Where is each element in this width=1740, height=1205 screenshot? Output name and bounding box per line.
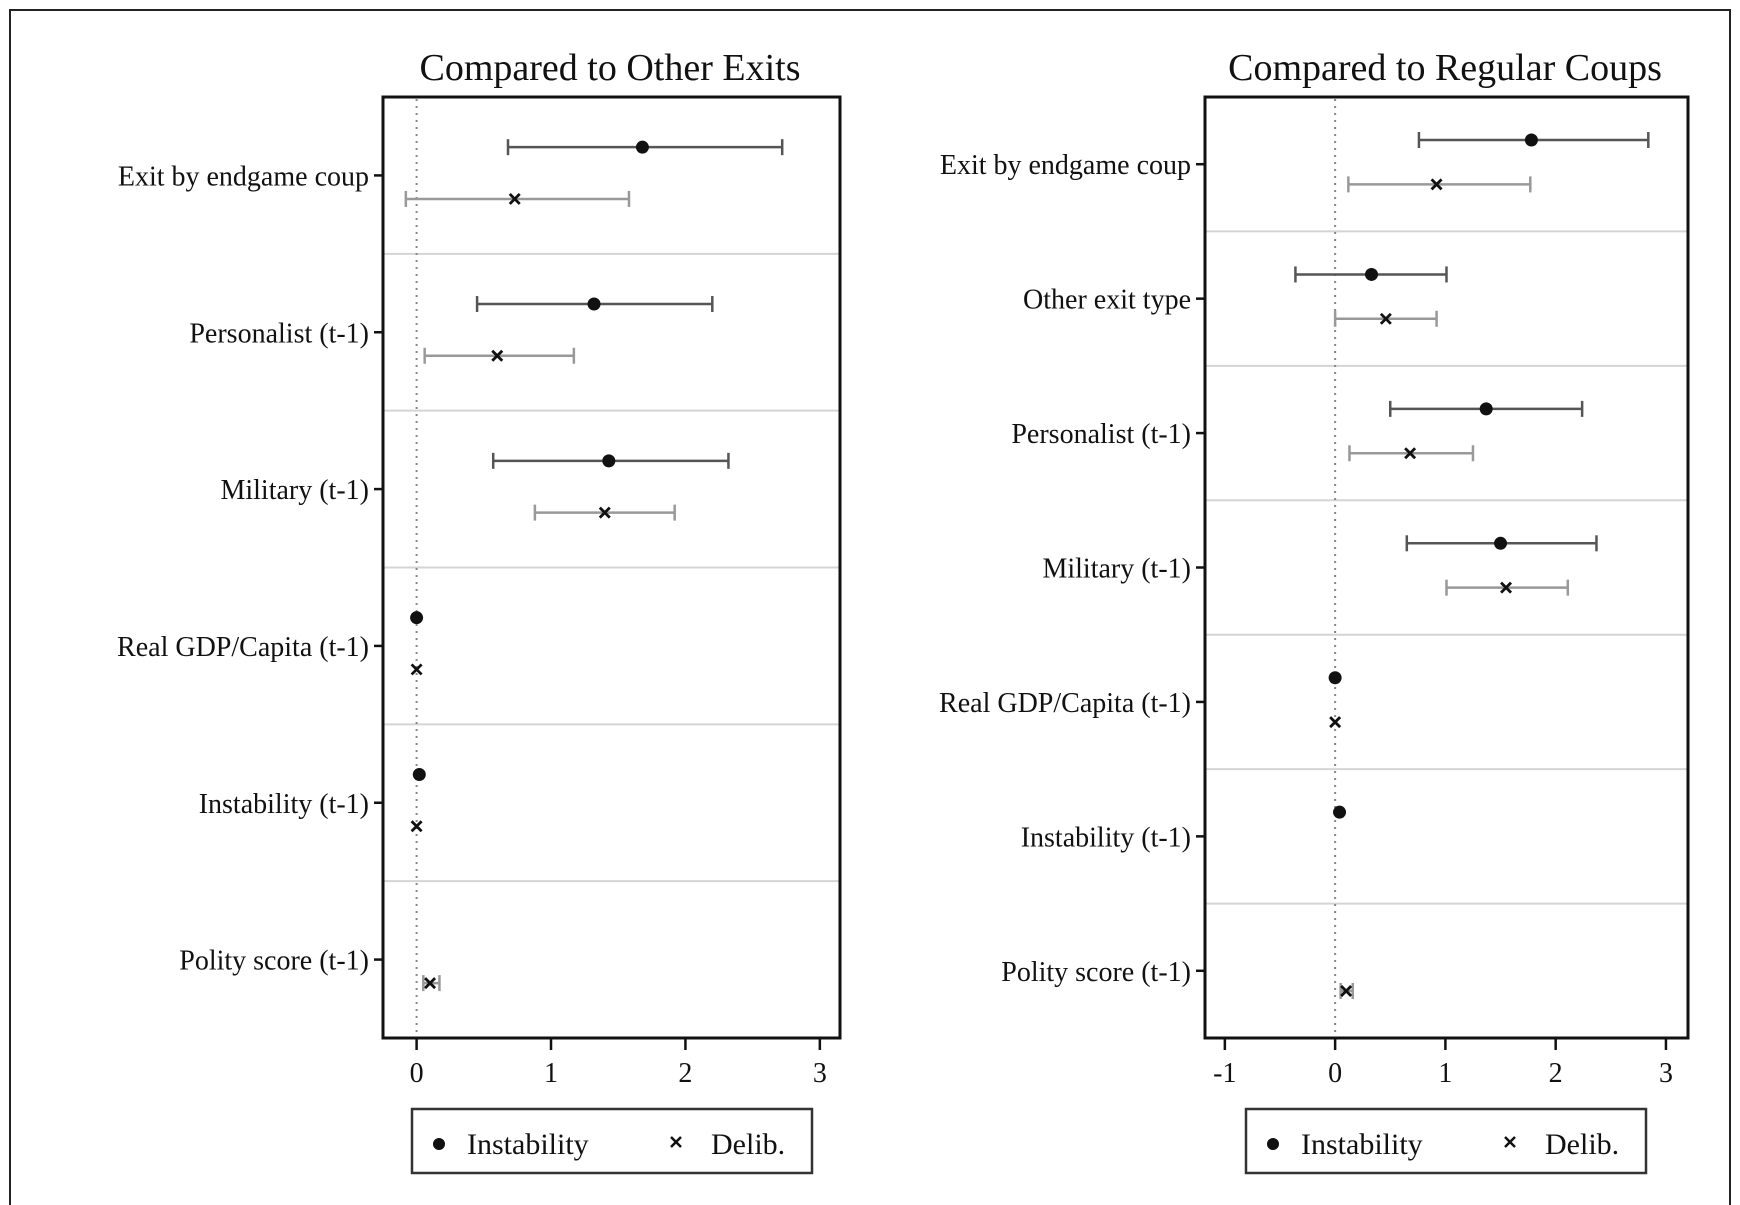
y-label-real-gdp-capita-t-1: Real GDP/Capita (t-1) bbox=[939, 688, 1191, 719]
point-stroke bbox=[1379, 312, 1392, 325]
point-stroke bbox=[424, 977, 437, 990]
legend-box bbox=[410, 1107, 814, 1175]
point-instability-personalist-t-1 bbox=[587, 297, 601, 311]
y-label-personalist-t-1: Personalist (t-1) bbox=[1011, 419, 1191, 450]
y-label-polity-score-t-1: Polity score (t-1) bbox=[179, 946, 369, 977]
legend-marker-instability bbox=[433, 1138, 445, 1150]
x-tick-label: 0 bbox=[410, 1058, 424, 1089]
legend-marker-delib bbox=[1504, 1136, 1516, 1148]
y-label-exit-by-endgame-coup: Exit by endgame coup bbox=[118, 161, 369, 192]
y-axis: Exit by endgame coup Personalist (t-1) Mil… bbox=[117, 161, 383, 977]
point-delib-personalist-t-1 bbox=[491, 349, 504, 362]
row-separators bbox=[1206, 230, 1687, 905]
legend-label-instability: Instability bbox=[467, 1128, 589, 1161]
point-delib-military-t-1 bbox=[1500, 581, 1513, 594]
point-delib-polity-score-t-1 bbox=[424, 977, 437, 990]
panel-compared-to-other-exits: Compared to Other Exits Exit by endgame … bbox=[117, 47, 842, 1175]
point-stroke bbox=[1329, 716, 1342, 729]
legend-label-instability: Instability bbox=[1301, 1128, 1423, 1161]
point-delib-real-gdp-capita-t-1 bbox=[1329, 716, 1342, 729]
point-instability-instability-t-1 bbox=[412, 768, 426, 782]
y-axis: Exit by endgame coup Other exit type Perso… bbox=[939, 150, 1205, 988]
point-delib-real-gdp-capita-t-1 bbox=[410, 663, 423, 676]
point-delib-military-t-1 bbox=[598, 506, 611, 519]
point-instability-real-gdp-capita-t-1 bbox=[1328, 671, 1342, 685]
figure-frame bbox=[9, 9, 1731, 1205]
panel-title: Compared to Regular Coups bbox=[1228, 47, 1662, 89]
point-stroke bbox=[410, 820, 423, 833]
x-tick-label: 3 bbox=[1659, 1058, 1673, 1089]
point-instability-other-exit-type bbox=[1365, 267, 1379, 281]
point-instability-real-gdp-capita-t-1 bbox=[410, 611, 424, 625]
y-label-military-t-1: Military (t-1) bbox=[1042, 554, 1191, 585]
point-stroke bbox=[491, 349, 504, 362]
point-delib-other-exit-type bbox=[1379, 312, 1392, 325]
x-tick-label: 0 bbox=[1328, 1058, 1342, 1089]
legend-label-delib: Delib. bbox=[711, 1128, 785, 1161]
y-label-instability-t-1: Instability (t-1) bbox=[199, 789, 369, 820]
point-instability-military-t-1 bbox=[1494, 536, 1508, 550]
point-stroke bbox=[1430, 178, 1443, 191]
point-instability-exit-by-endgame-coup bbox=[1524, 133, 1538, 147]
point-delib-exit-by-endgame-coup bbox=[508, 192, 521, 205]
plot-frame bbox=[1203, 95, 1690, 1040]
legend-marker-delib bbox=[670, 1136, 682, 1148]
legend-box bbox=[1244, 1107, 1648, 1175]
x-tick-label: -1 bbox=[1213, 1058, 1236, 1089]
x-axis: 0 1 2 3 bbox=[410, 1038, 827, 1089]
x-axis: -1 0 1 2 3 bbox=[1213, 1038, 1673, 1089]
point-instability-personalist-t-1 bbox=[1479, 402, 1493, 416]
legend: Instability Delib. bbox=[1244, 1107, 1648, 1175]
point-instability-military-t-1 bbox=[602, 454, 616, 468]
point-delib-instability-t-1 bbox=[410, 820, 423, 833]
legend-marker-instability bbox=[1267, 1138, 1279, 1150]
y-label-real-gdp-capita-t-1: Real GDP/Capita (t-1) bbox=[117, 632, 369, 663]
y-label-exit-by-endgame-coup: Exit by endgame coup bbox=[940, 150, 1191, 181]
point-delib-personalist-t-1 bbox=[1404, 447, 1417, 460]
point-stroke bbox=[410, 663, 423, 676]
x-tick-label: 2 bbox=[678, 1058, 692, 1089]
x-tick-label: 1 bbox=[544, 1058, 558, 1089]
point-stroke bbox=[1340, 984, 1353, 997]
row-separators bbox=[384, 252, 839, 883]
x-tick-label: 2 bbox=[1549, 1058, 1563, 1089]
panel-title: Compared to Other Exits bbox=[420, 47, 801, 89]
data-marks bbox=[404, 139, 784, 992]
y-label-personalist-t-1: Personalist (t-1) bbox=[189, 318, 369, 349]
legend-label-delib: Delib. bbox=[1545, 1128, 1619, 1161]
y-label-other-exit-type: Other exit type bbox=[1023, 285, 1191, 316]
y-label-instability-t-1: Instability (t-1) bbox=[1021, 822, 1191, 853]
point-stroke bbox=[1500, 581, 1513, 594]
point-instability-exit-by-endgame-coup bbox=[635, 140, 649, 154]
y-label-polity-score-t-1: Polity score (t-1) bbox=[1001, 957, 1191, 988]
x-tick-label: 3 bbox=[813, 1058, 827, 1089]
y-label-military-t-1: Military (t-1) bbox=[220, 475, 369, 506]
point-stroke bbox=[508, 192, 521, 205]
point-instability-instability-t-1 bbox=[1333, 805, 1347, 819]
x-tick-label: 1 bbox=[1438, 1058, 1452, 1089]
legend: Instability Delib. bbox=[410, 1107, 814, 1175]
point-stroke bbox=[598, 506, 611, 519]
point-stroke bbox=[1404, 447, 1417, 460]
panel-compared-to-regular-coups: Compared to Regular Coups Exit by endgam… bbox=[939, 47, 1690, 1175]
data-marks bbox=[1294, 132, 1650, 999]
point-delib-polity-score-t-1 bbox=[1340, 984, 1353, 997]
point-delib-exit-by-endgame-coup bbox=[1430, 178, 1443, 191]
